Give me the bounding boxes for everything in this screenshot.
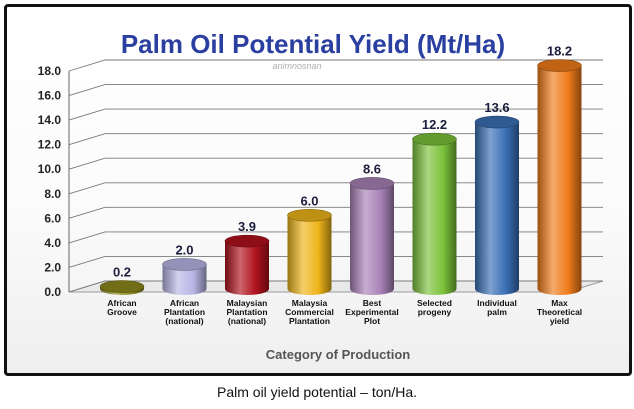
y-tick-label: 4.0 bbox=[44, 236, 61, 250]
bar-top bbox=[99, 280, 145, 293]
x-tick-label: Max Theoretical yield bbox=[537, 298, 582, 326]
y-tick-label: 16.0 bbox=[38, 89, 62, 103]
x-tick-label: Malaysian Plantation (national) bbox=[226, 298, 267, 326]
value-label: 12.2 bbox=[422, 117, 447, 132]
gridline bbox=[68, 182, 603, 195]
gridline bbox=[68, 84, 603, 96]
chart-floor bbox=[68, 280, 604, 293]
value-label: 18.2 bbox=[547, 44, 572, 59]
gridline bbox=[68, 59, 603, 72]
gridline bbox=[68, 231, 603, 244]
y-tick-label: 12.0 bbox=[38, 138, 62, 152]
y-tick-label: 8.0 bbox=[44, 187, 61, 201]
value-label: 6.0 bbox=[300, 193, 318, 208]
bar-top bbox=[224, 234, 270, 248]
x-axis-title: Category of Production bbox=[266, 347, 411, 362]
bar-3 bbox=[287, 209, 332, 295]
value-labels: 0.2 2.0 3.9 6.0 8.6 12.2 13.6 18.2 bbox=[113, 44, 572, 280]
gridline bbox=[68, 255, 603, 268]
bar-1 bbox=[162, 258, 207, 295]
y-tick-label: 6.0 bbox=[44, 211, 61, 225]
watermark: animnosnan bbox=[272, 61, 321, 71]
gridline bbox=[68, 206, 603, 219]
bar-body bbox=[537, 65, 582, 295]
bar-top bbox=[287, 209, 332, 222]
y-tick-label: 14.0 bbox=[38, 113, 62, 127]
figure-caption: Palm oil yield potential – ton/Ha. bbox=[217, 384, 417, 400]
bar-body bbox=[475, 122, 519, 296]
gridline bbox=[68, 157, 603, 170]
x-tick-label: African Groove bbox=[107, 298, 137, 317]
chart-canvas: animnosnan 0.0 2.0 4.0 6.0 8.0 10.0 12.0 14.0 16… bbox=[38, 29, 604, 362]
bars bbox=[99, 59, 582, 296]
bar-top bbox=[537, 59, 582, 72]
y-tick-label: 18.0 bbox=[38, 64, 62, 78]
bar-top bbox=[349, 177, 395, 190]
value-label: 0.2 bbox=[113, 265, 131, 280]
bar-0 bbox=[99, 280, 145, 295]
bar-top bbox=[162, 258, 207, 271]
x-tick-label: Selected progeny bbox=[417, 298, 452, 317]
bar-6 bbox=[474, 115, 520, 296]
y-tick-label: 10.0 bbox=[38, 162, 62, 176]
bar-body bbox=[412, 139, 457, 295]
value-label: 13.6 bbox=[484, 100, 509, 115]
bar-2 bbox=[224, 234, 270, 295]
bar-5 bbox=[412, 132, 457, 295]
value-label: 8.6 bbox=[363, 161, 381, 176]
grid-lines bbox=[68, 59, 604, 293]
value-label: 2.0 bbox=[175, 242, 193, 257]
category-labels: African Groove African Plantation (national)… bbox=[107, 298, 582, 326]
x-tick-label: Malaysia Commercial Plantation bbox=[285, 298, 334, 326]
y-axis: 0.0 2.0 4.0 6.0 8.0 10.0 12.0 14.0 16.0 18.0 bbox=[38, 64, 62, 299]
bar-7 bbox=[537, 59, 582, 295]
x-tick-label: Best Experimental Plot bbox=[345, 298, 398, 326]
bar-top bbox=[474, 115, 520, 129]
bar-top bbox=[412, 132, 457, 146]
x-tick-label: African Plantation (national) bbox=[164, 298, 205, 326]
gridline bbox=[68, 108, 603, 121]
bar-body bbox=[162, 264, 207, 295]
bar-4 bbox=[349, 177, 395, 295]
y-tick-label: 2.0 bbox=[44, 260, 61, 274]
bar-body bbox=[225, 241, 269, 295]
bar-body bbox=[287, 215, 332, 295]
bar-body bbox=[350, 183, 394, 295]
chart-frame: animnosnan 0.0 2.0 4.0 6.0 8.0 10.0 12.0 14.0 16… bbox=[4, 4, 632, 376]
chart-title: Palm Oil Potential Yield (Mt/Ha) bbox=[121, 29, 505, 59]
x-tick-label: Individual palm bbox=[477, 298, 517, 317]
gridline bbox=[68, 133, 603, 146]
value-label: 3.9 bbox=[238, 219, 256, 234]
y-tick-label: 0.0 bbox=[44, 285, 61, 299]
